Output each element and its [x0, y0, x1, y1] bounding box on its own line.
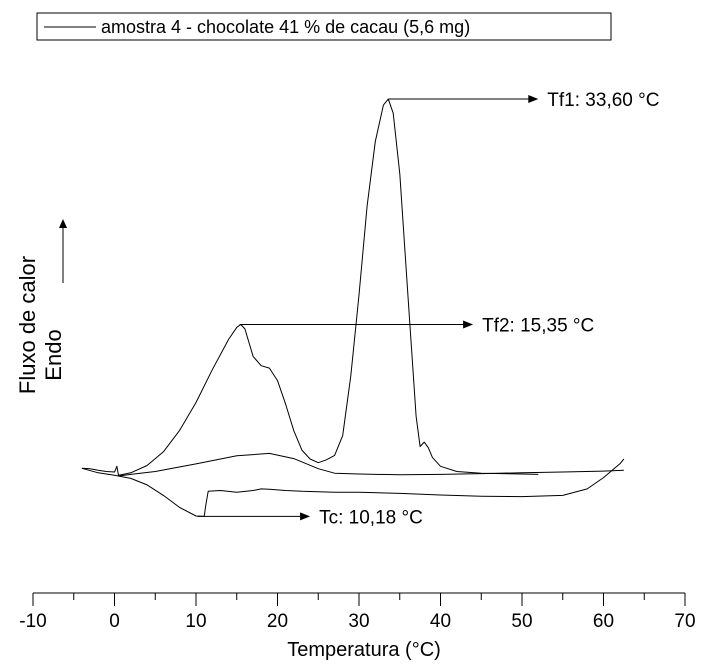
- x-tick-label: -10: [19, 611, 46, 632]
- series-amostra-4: [81, 98, 625, 517]
- annotation-tc-arrowhead-icon: [300, 512, 311, 521]
- annotation-tf2-arrowhead-icon: [463, 320, 474, 329]
- y-axis-label-line1: Fluxo de calor: [15, 256, 40, 394]
- y-axis-label-group: Fluxo de calor Endo: [15, 256, 66, 394]
- endo-arrowhead-icon: [59, 219, 67, 228]
- endo-arrow: [59, 219, 67, 283]
- x-tick-label: 40: [430, 611, 451, 632]
- legend: amostra 4 - chocolate 41 % de cacau (5,6…: [36, 12, 612, 41]
- x-tick-label: 10: [185, 611, 206, 632]
- legend-entry: amostra 4 - chocolate 41 % de cacau (5,6…: [101, 17, 470, 37]
- series-curve-segment: [81, 458, 625, 517]
- x-tick-label: 20: [267, 611, 288, 632]
- series-curve-segment: [81, 452, 624, 477]
- annotation-tf2-label: Tf2: 15,35 °C: [482, 315, 594, 336]
- x-axis-label: Temperatura (°C): [287, 639, 441, 661]
- x-tick-label: 30: [348, 611, 369, 632]
- x-tick-label: 50: [511, 611, 532, 632]
- x-tick-label: 0: [109, 611, 120, 632]
- annotation-tc: Tc: 10,18 °C: [197, 507, 423, 528]
- annotation-tf1-arrowhead-icon: [528, 95, 539, 104]
- x-axis-tick-labels: -10 0 10 20 30 40 50 60 70: [19, 611, 695, 632]
- y-axis-label-line2: Endo: [41, 329, 66, 380]
- x-tick-label: 60: [593, 611, 614, 632]
- annotation-tf1-label: Tf1: 33,60 °C: [547, 90, 659, 111]
- x-axis: -10 0 10 20 30 40 50 60 70 Temperatura (°C): [19, 592, 696, 661]
- x-tick-label: 70: [674, 611, 695, 632]
- annotation-tf2: Tf2: 15,35 °C: [239, 315, 594, 336]
- series-curve-segment: [118, 98, 539, 476]
- annotation-tc-label: Tc: 10,18 °C: [319, 507, 423, 528]
- x-axis-ticks: [32, 593, 686, 606]
- annotation-tf1: Tf1: 33,60 °C: [388, 90, 659, 111]
- legend-box: [36, 12, 612, 41]
